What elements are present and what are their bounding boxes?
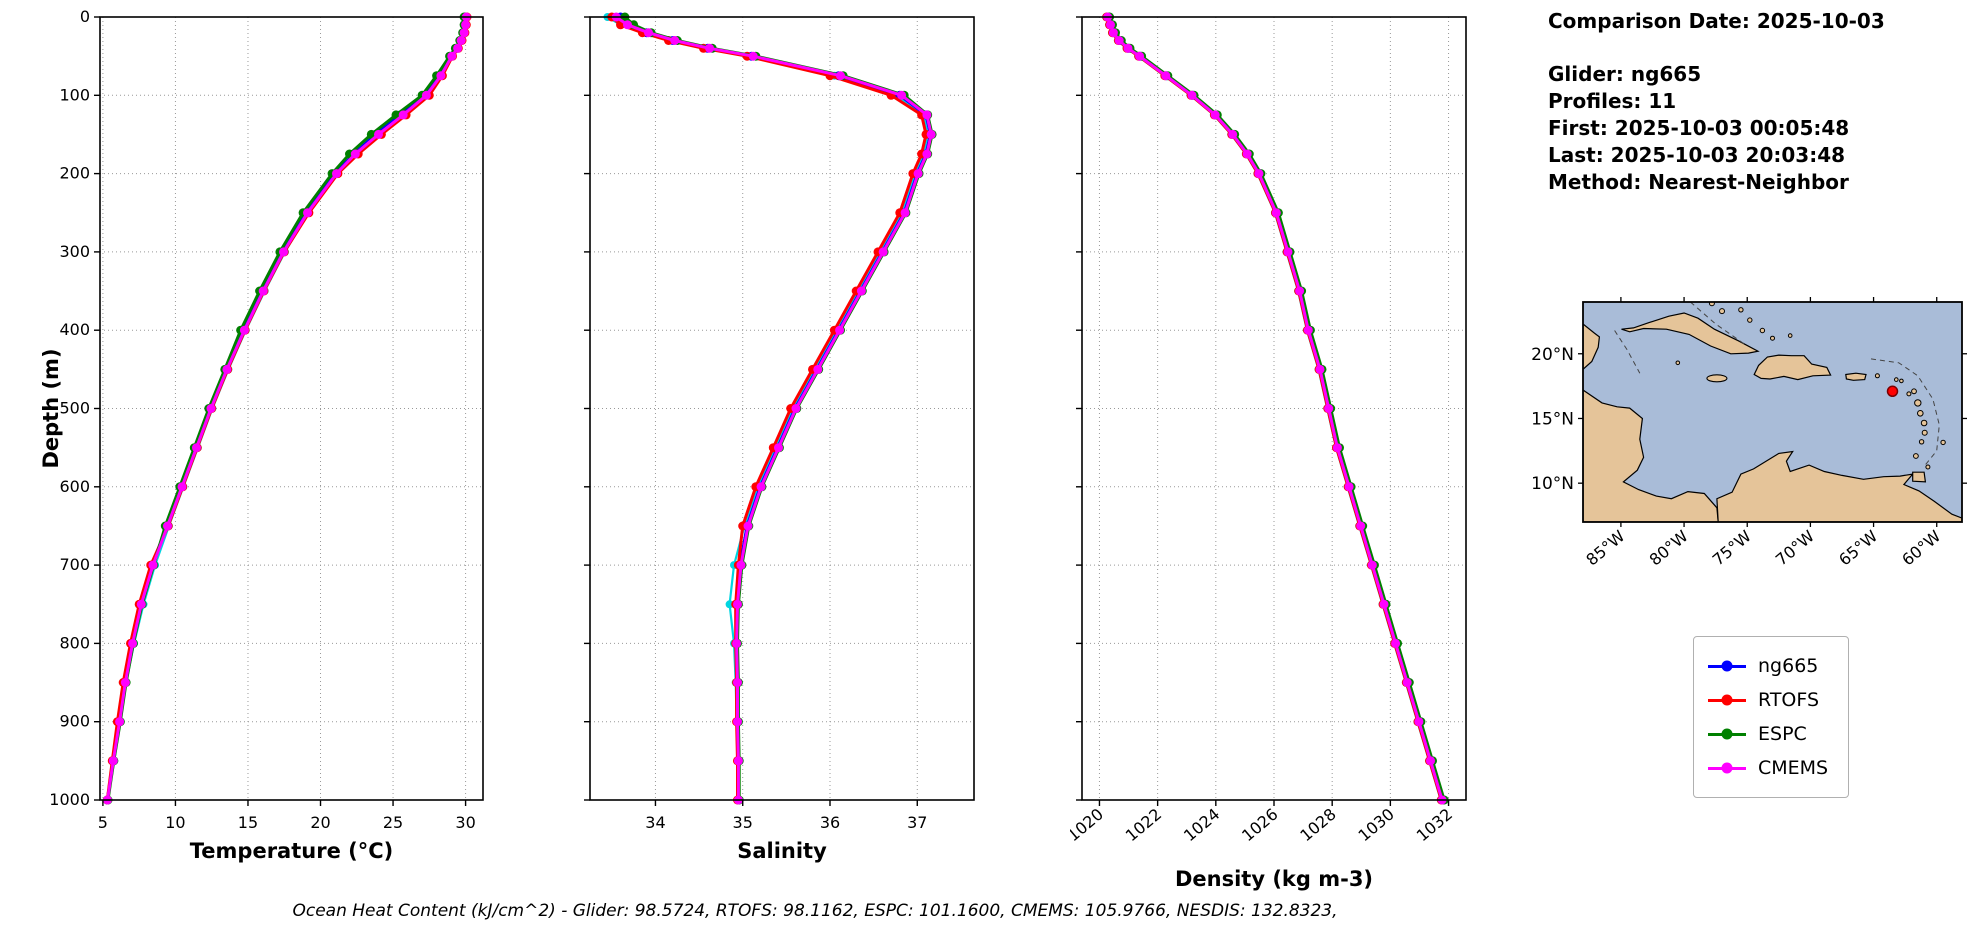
svg-text:Salinity: Salinity: [737, 839, 827, 863]
profiles-count-text: Profiles: 11: [1548, 89, 1677, 113]
legend-line-swatch: [1708, 694, 1746, 706]
density-profile-chart: 1020 1022 1024 1026 1028 1030 1032 Density (kg …: [1070, 12, 1467, 891]
legend-item-cmems: CMEMS: [1708, 751, 1828, 785]
svg-text:25: 25: [383, 813, 403, 832]
svg-text:15: 15: [238, 813, 258, 832]
legend-marker-dot: [1721, 694, 1733, 706]
svg-text:60°W: 60°W: [1898, 526, 1944, 569]
legend-label: ng665: [1758, 655, 1819, 677]
svg-text:35: 35: [733, 813, 753, 832]
svg-text:70°W: 70°W: [1772, 526, 1818, 569]
map-land-layer: [1583, 302, 1962, 522]
svg-text:Density (kg m-3): Density (kg m-3): [1175, 867, 1373, 891]
svg-text:1028: 1028: [1296, 805, 1339, 846]
svg-text:Depth (m): Depth (m): [42, 348, 63, 468]
legend-marker-dot: [1721, 728, 1733, 740]
series-ESPC: [103, 12, 469, 805]
legend-line-swatch: [1708, 762, 1746, 774]
series-CMEMS: [611, 12, 936, 805]
series-ng665-raw: [1102, 13, 1445, 804]
glider-name-text: Glider: ng665: [1548, 62, 1702, 86]
svg-text:800: 800: [59, 633, 90, 652]
svg-text:900: 900: [59, 712, 90, 731]
svg-text:75°W: 75°W: [1709, 526, 1755, 569]
series-ng665: [616, 12, 935, 805]
series-ng665-raw: [104, 13, 471, 804]
legend-label: ESPC: [1758, 723, 1807, 745]
series-ESPC: [1105, 12, 1449, 805]
svg-text:1020: 1020: [1070, 805, 1107, 846]
svg-text:1026: 1026: [1238, 805, 1281, 846]
svg-text:85°W: 85°W: [1582, 526, 1628, 569]
series-CMEMS: [103, 12, 471, 805]
svg-text:20: 20: [310, 813, 330, 832]
svg-text:700: 700: [59, 555, 90, 574]
svg-text:1032: 1032: [1413, 805, 1456, 846]
svg-text:400: 400: [59, 320, 90, 339]
svg-text:80°W: 80°W: [1646, 526, 1692, 569]
plot-area: 5 10 15 20 25 3001002003004005006007008009001…: [42, 7, 484, 863]
legend-item-ng665: ng665: [1708, 649, 1828, 683]
svg-text:200: 200: [59, 164, 90, 183]
legend-item-rtofs: RTOFS: [1708, 683, 1828, 717]
legend-marker-dot: [1721, 762, 1733, 774]
series-ng665: [102, 12, 471, 805]
info-panel: Comparison Date: 2025-10-03 Glider: ng66…: [1548, 8, 1885, 196]
svg-text:100: 100: [59, 85, 90, 104]
svg-text:600: 600: [59, 477, 90, 496]
svg-text:Temperature (°C): Temperature (°C): [190, 839, 393, 863]
svg-text:1024: 1024: [1180, 805, 1223, 846]
svg-text:1022: 1022: [1122, 805, 1165, 846]
temperature-profile-chart: 5 10 15 20 25 3001002003004005006007008009001…: [42, 7, 484, 863]
svg-text:10: 10: [165, 813, 185, 832]
last-profile-time-text: Last: 2025-10-03 20:03:48: [1548, 143, 1846, 167]
plot-area: 34 35 36 37 Salinity: [584, 12, 975, 863]
svg-text:36: 36: [820, 813, 840, 832]
first-profile-time-text: First: 2025-10-03 00:05:48: [1548, 116, 1850, 140]
method-text: Method: Nearest-Neighbor: [1548, 170, 1849, 194]
svg-text:500: 500: [59, 399, 90, 418]
comparison-date-text: Comparison Date: 2025-10-03: [1548, 9, 1885, 33]
legend-label: RTOFS: [1758, 689, 1820, 711]
svg-text:1030: 1030: [1355, 805, 1398, 846]
svg-text:20°N: 20°N: [1531, 345, 1574, 365]
legend-marker-dot: [1721, 660, 1733, 672]
svg-text:5: 5: [98, 813, 108, 832]
svg-text:34: 34: [645, 813, 665, 832]
svg-text:65°W: 65°W: [1835, 526, 1881, 569]
legend-box: ng665 RTOFS ESPC CMEMS: [1693, 636, 1850, 798]
svg-text:30: 30: [455, 813, 475, 832]
glider-position-marker: [1886, 385, 1899, 398]
ocean-heat-content-caption: Ocean Heat Content (kJ/cm^2) - Glider: 9…: [292, 901, 1338, 921]
salinity-profile-chart: 34 35 36 37 Salinity: [584, 12, 975, 863]
legend-line-swatch: [1708, 660, 1746, 672]
plot-area: 1020 1022 1024 1026 1028 1030 1032 Density (kg …: [1070, 12, 1467, 891]
svg-text:10°N: 10°N: [1531, 474, 1574, 494]
svg-text:300: 300: [59, 242, 90, 261]
svg-text:15°N: 15°N: [1531, 409, 1574, 429]
svg-text:37: 37: [907, 813, 927, 832]
svg-text:1000: 1000: [49, 790, 90, 809]
legend-label: CMEMS: [1758, 757, 1829, 779]
legend-item-espc: ESPC: [1708, 717, 1828, 751]
legend-line-swatch: [1708, 728, 1746, 740]
svg-text:0: 0: [80, 7, 90, 26]
location-map: 85°W 80°W 75°W 70°W 65°W 60°W 20°N 15°N 10°N: [1531, 297, 1967, 569]
series-ng665: [1103, 12, 1448, 805]
